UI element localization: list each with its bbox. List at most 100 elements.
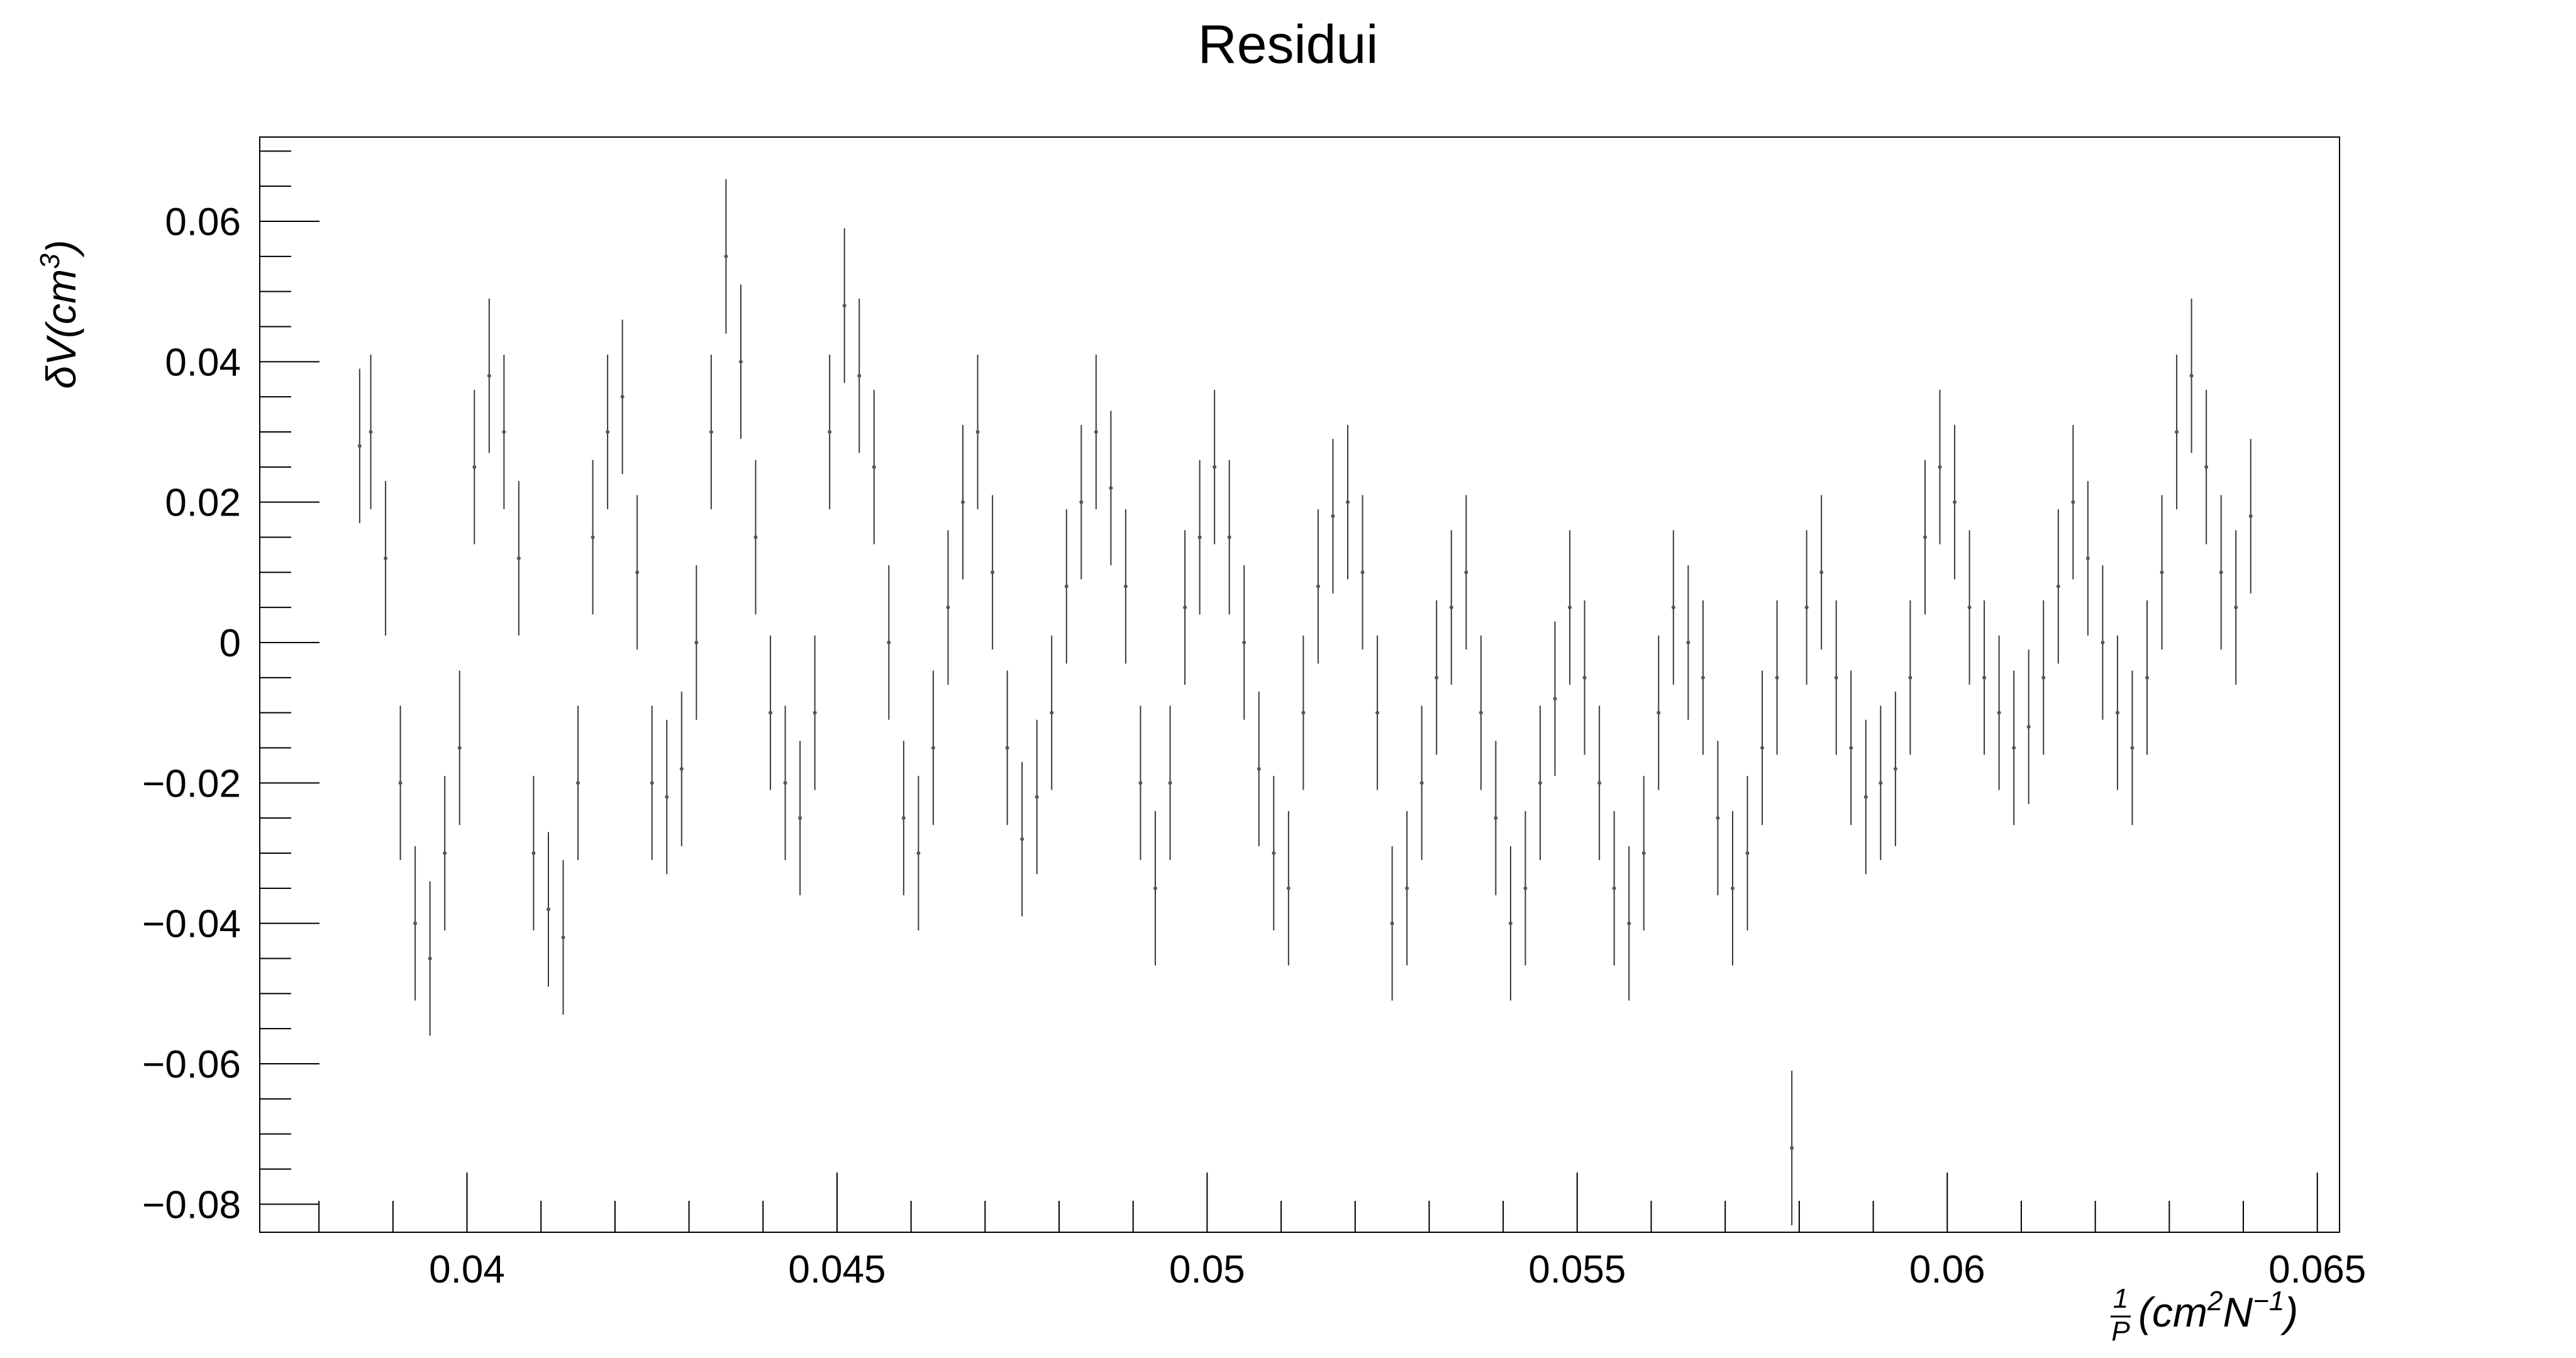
data-point bbox=[1345, 500, 1350, 504]
data-point bbox=[1568, 605, 1572, 610]
data-point bbox=[1301, 710, 1306, 715]
plot-frame bbox=[259, 136, 2340, 1233]
data-point bbox=[2085, 556, 2090, 560]
y-tick-label: 0.04 bbox=[165, 341, 241, 384]
data-point bbox=[472, 465, 477, 469]
data-point bbox=[1508, 921, 1513, 925]
data-point bbox=[2071, 500, 2075, 504]
y-tick-label: 0.02 bbox=[165, 482, 241, 525]
y-tick-label: 0.06 bbox=[165, 201, 241, 244]
data-point bbox=[857, 373, 862, 378]
data-point bbox=[1405, 886, 1409, 890]
data-point bbox=[1879, 781, 1883, 785]
data-point bbox=[428, 956, 432, 961]
x-tick-label: 0.04 bbox=[429, 1248, 505, 1291]
data-point bbox=[1464, 570, 1468, 575]
data-point bbox=[1553, 697, 1557, 701]
data-point bbox=[576, 781, 580, 785]
data-point bbox=[369, 430, 373, 434]
data-point bbox=[916, 851, 921, 855]
data-point bbox=[384, 556, 388, 560]
y-axis-ticks bbox=[260, 150, 319, 1205]
data-point bbox=[1479, 710, 1483, 715]
data-point bbox=[1863, 795, 1868, 799]
data-point bbox=[1730, 886, 1735, 890]
data-point bbox=[443, 851, 447, 855]
data-point bbox=[1064, 584, 1069, 588]
x-axis-tick-labels: 0.04 0.045 0.05 0.055 0.06 0.065 bbox=[429, 1248, 2366, 1291]
data-point bbox=[1375, 710, 1380, 715]
data-point bbox=[1745, 851, 1750, 855]
data-point bbox=[1494, 816, 1498, 820]
data-point bbox=[1227, 535, 1231, 539]
data-point bbox=[1953, 500, 1957, 504]
data-point bbox=[1035, 795, 1039, 799]
data-point bbox=[1716, 816, 1720, 820]
y-tick-label: 0 bbox=[219, 622, 241, 665]
data-point bbox=[1834, 675, 1838, 680]
data-point bbox=[1257, 767, 1261, 771]
data-point bbox=[457, 746, 462, 750]
svg-text:P: P bbox=[2111, 1316, 2130, 1347]
data-point bbox=[665, 795, 669, 799]
data-point bbox=[2145, 675, 2150, 680]
svg-text:1: 1 bbox=[2113, 1283, 2128, 1314]
data-point bbox=[502, 430, 506, 434]
chart-title: Residui bbox=[1198, 14, 1379, 75]
data-point bbox=[1138, 781, 1143, 785]
x-tick-label: 0.065 bbox=[2268, 1248, 2366, 1291]
data-point bbox=[694, 641, 699, 644]
data-point bbox=[1923, 535, 1927, 539]
svg-text:δV(cm3): δV(cm3) bbox=[35, 240, 84, 389]
data-point bbox=[679, 767, 684, 771]
data-point bbox=[487, 373, 491, 378]
data-point bbox=[1020, 837, 1024, 841]
data-point bbox=[901, 816, 906, 820]
data-point bbox=[1538, 781, 1542, 785]
data-point bbox=[1286, 886, 1291, 890]
data-point bbox=[2160, 570, 2164, 575]
y-tick-label: −0.04 bbox=[142, 903, 241, 946]
data-points bbox=[357, 254, 2253, 1150]
data-point bbox=[620, 395, 625, 399]
data-point bbox=[1938, 465, 1942, 469]
data-point bbox=[2026, 725, 2031, 729]
data-point bbox=[2012, 746, 2016, 750]
data-point bbox=[1671, 605, 1675, 610]
data-point bbox=[2234, 605, 2238, 610]
data-point bbox=[2175, 430, 2179, 434]
data-point bbox=[1908, 675, 1913, 680]
data-point bbox=[1079, 500, 1084, 504]
data-point bbox=[1449, 605, 1453, 610]
data-point bbox=[1967, 605, 1972, 610]
data-point bbox=[1686, 641, 1690, 644]
data-point bbox=[650, 781, 654, 785]
data-point bbox=[546, 907, 550, 912]
x-tick-label: 0.05 bbox=[1169, 1248, 1245, 1291]
data-point bbox=[842, 304, 847, 307]
data-point bbox=[783, 781, 787, 785]
data-point bbox=[398, 781, 402, 785]
x-tick-label: 0.06 bbox=[1909, 1248, 1985, 1291]
data-point bbox=[1316, 584, 1320, 588]
data-point bbox=[1627, 921, 1631, 925]
data-point bbox=[1982, 675, 1987, 680]
data-point bbox=[1790, 1146, 1794, 1150]
data-point bbox=[813, 710, 817, 715]
data-point bbox=[591, 535, 595, 539]
x-axis-ticks bbox=[318, 1173, 2318, 1232]
data-point bbox=[1893, 767, 1897, 771]
data-point bbox=[931, 746, 935, 750]
data-point bbox=[606, 430, 610, 434]
data-point bbox=[975, 430, 980, 434]
data-point bbox=[709, 430, 713, 434]
data-point bbox=[1123, 584, 1128, 588]
data-point bbox=[1701, 675, 1705, 680]
data-point bbox=[738, 360, 743, 364]
data-point bbox=[2219, 570, 2223, 575]
y-tick-label: −0.08 bbox=[142, 1183, 241, 1227]
data-point bbox=[961, 500, 965, 504]
data-point bbox=[1657, 710, 1661, 715]
